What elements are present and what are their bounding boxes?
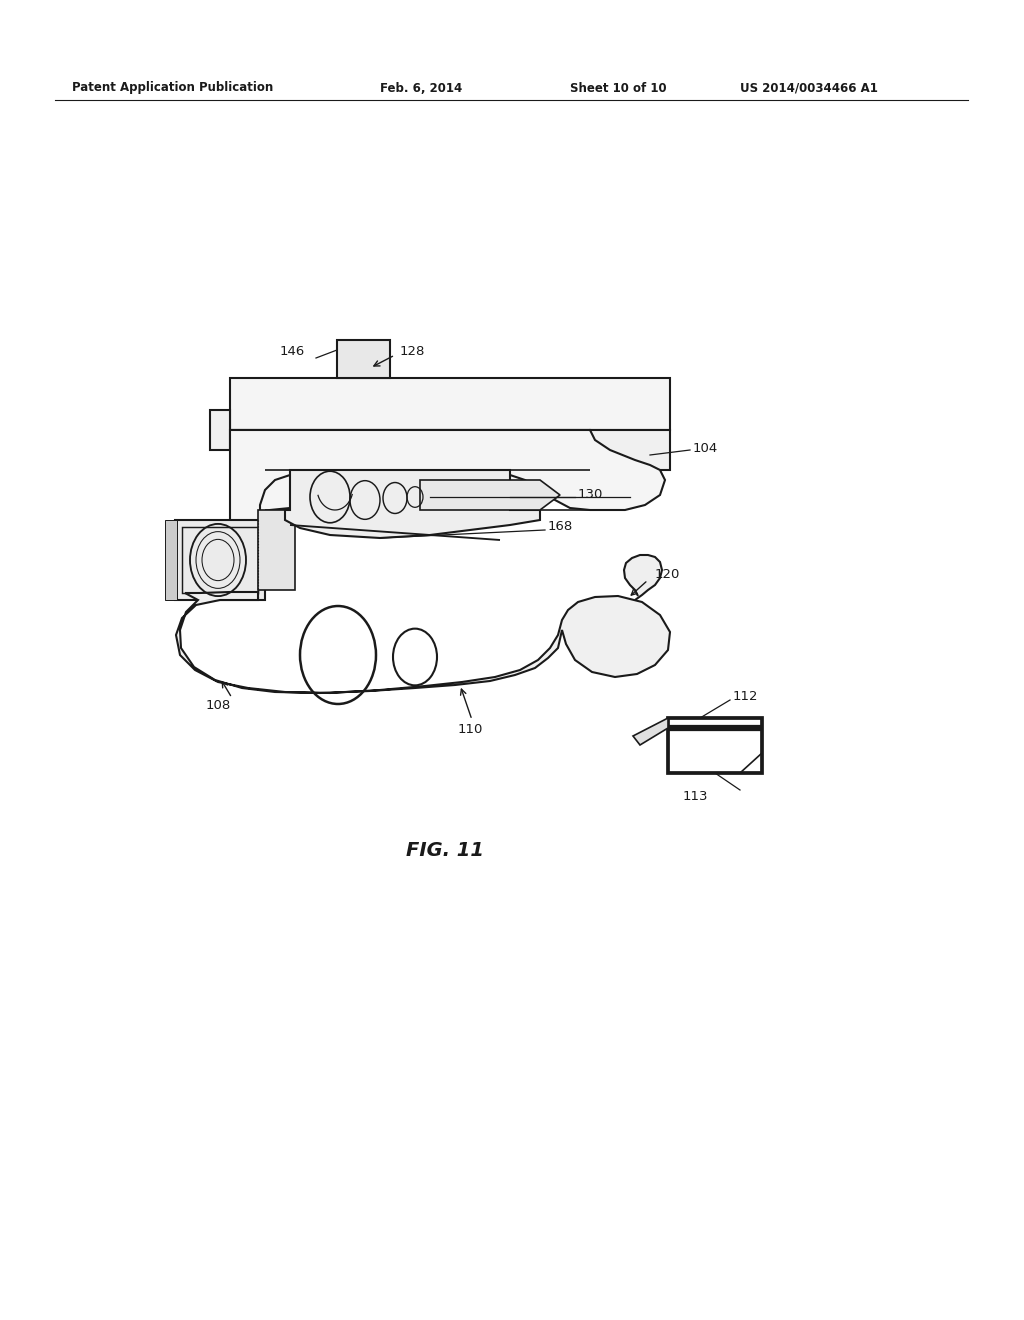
Text: 168: 168: [548, 520, 573, 533]
Text: 110: 110: [458, 723, 482, 737]
Polygon shape: [165, 520, 177, 601]
Text: 128: 128: [400, 346, 425, 359]
Text: US 2014/0034466 A1: US 2014/0034466 A1: [740, 82, 878, 95]
Text: 146: 146: [280, 346, 305, 359]
Polygon shape: [175, 520, 265, 601]
Text: 130: 130: [578, 487, 603, 500]
Polygon shape: [258, 510, 295, 590]
Polygon shape: [590, 430, 670, 470]
Text: Patent Application Publication: Patent Application Publication: [72, 82, 273, 95]
Polygon shape: [420, 480, 560, 510]
Text: Feb. 6, 2014: Feb. 6, 2014: [380, 82, 462, 95]
Polygon shape: [228, 430, 590, 590]
Polygon shape: [285, 470, 540, 539]
Polygon shape: [668, 718, 762, 774]
Polygon shape: [230, 430, 665, 590]
Polygon shape: [176, 591, 670, 693]
Text: Sheet 10 of 10: Sheet 10 of 10: [570, 82, 667, 95]
Polygon shape: [337, 341, 390, 378]
Polygon shape: [210, 411, 230, 450]
Polygon shape: [230, 378, 670, 430]
Polygon shape: [633, 718, 668, 744]
Text: 113: 113: [682, 789, 708, 803]
Polygon shape: [624, 554, 662, 601]
Text: 108: 108: [206, 700, 230, 713]
Text: FIG. 11: FIG. 11: [406, 841, 484, 859]
Text: 112: 112: [733, 690, 759, 704]
Text: 104: 104: [693, 441, 718, 454]
Text: 120: 120: [655, 569, 680, 582]
